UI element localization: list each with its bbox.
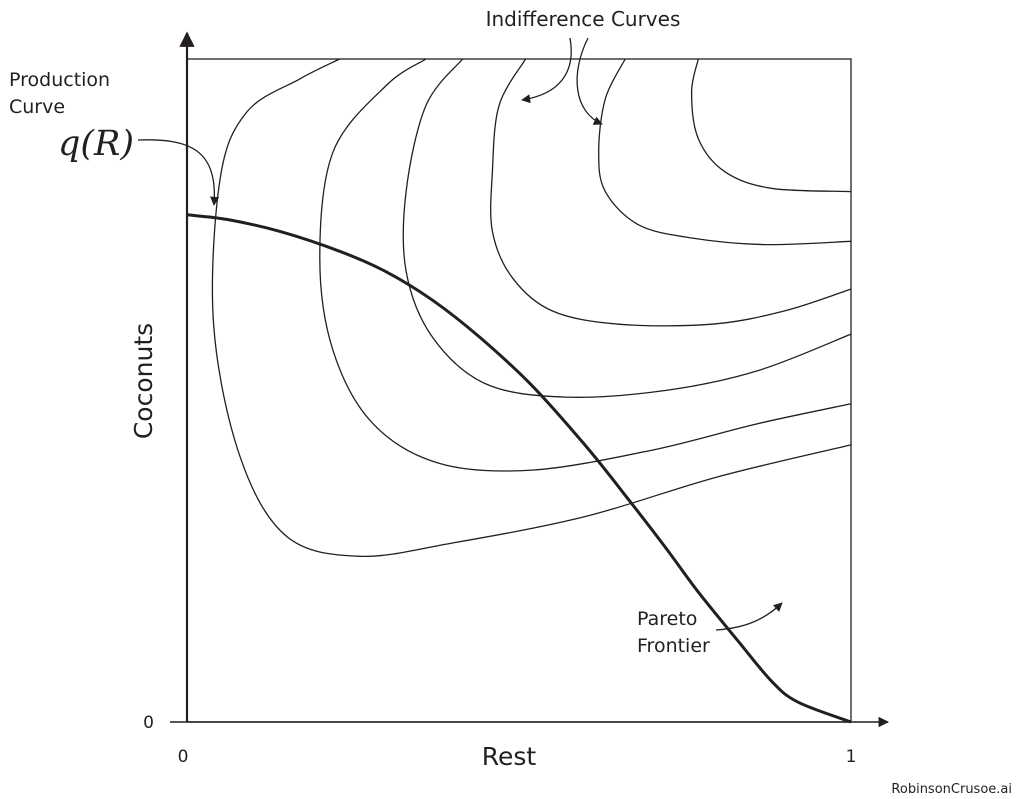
indifference-curve-1 — [211, 58, 852, 558]
pareto-frontier-label-line1: Pareto — [637, 608, 697, 630]
production-curve-arrow — [137, 139, 220, 206]
curve-group — [186, 58, 852, 724]
production-curve-label: Production Curve — [9, 69, 116, 118]
y-tick-label-0: 0 — [143, 713, 154, 733]
x-tick-label-1: 1 — [846, 747, 857, 767]
indifference-curve-6 — [690, 58, 852, 193]
indifference-curve-2 — [319, 58, 852, 472]
production-curve-label-line1: Production — [9, 69, 110, 91]
pareto-frontier-label: Pareto Frontier — [637, 608, 710, 657]
indifference-arrow-right — [576, 37, 603, 125]
pareto-frontier-label-line2: Frontier — [637, 635, 710, 657]
indifference-curve-5 — [598, 58, 852, 246]
production-curve-line — [186, 213, 852, 724]
indifference-curves-label: Indifference Curves — [486, 7, 681, 31]
watermark: RobinsonCrusoe.ai — [891, 782, 1012, 797]
indifference-arrow-left — [521, 37, 572, 104]
production-formula: q(R) — [58, 124, 134, 164]
indifference-curve-4 — [490, 58, 852, 327]
tick-label-group: 0 1 0 — [143, 713, 856, 767]
production-curve-label-line2: Curve — [9, 96, 65, 118]
x-axis-label: Rest — [482, 742, 537, 771]
indifference-curve-3 — [402, 58, 852, 398]
pareto-frontier-arrow — [715, 602, 783, 631]
x-tick-label-0: 0 — [178, 747, 189, 767]
y-axis-label: Coconuts — [129, 323, 158, 439]
